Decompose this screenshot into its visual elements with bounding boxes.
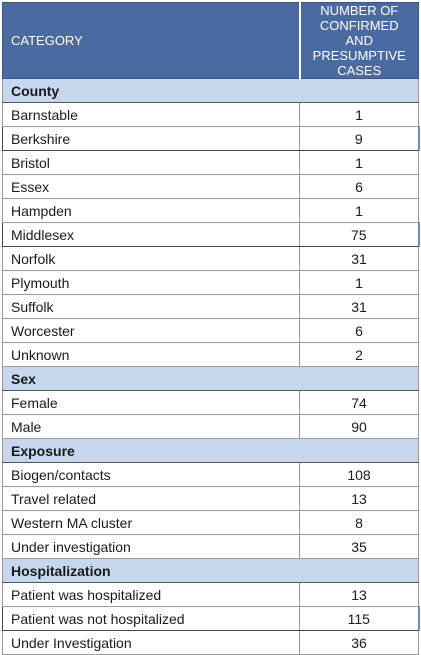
section-hospitalization: Hospitalization <box>2 558 419 583</box>
row-label: Suffolk <box>2 294 300 319</box>
section-title: Sex <box>2 366 419 391</box>
row-value: 1 <box>299 102 419 127</box>
row-label: Bristol <box>2 150 300 175</box>
table-row: Under Investigation 36 <box>2 630 419 655</box>
table-row: Hampden 1 <box>2 198 419 223</box>
row-label: Unknown <box>2 342 300 367</box>
row-value: 1 <box>299 270 419 295</box>
table-row: Berkshire 9 <box>2 126 420 151</box>
table-row: Worcester 6 <box>2 318 419 343</box>
table-row: Patient was hospitalized 13 <box>2 582 419 607</box>
section-title: Hospitalization <box>2 558 419 583</box>
table-row: Bristol 1 <box>2 150 419 175</box>
row-label: Berkshire <box>2 126 300 151</box>
table-row: Norfolk 31 <box>2 246 419 271</box>
row-value: 2 <box>299 342 419 367</box>
section-sex: Sex <box>2 366 419 391</box>
table-row: Barnstable 1 <box>2 102 419 127</box>
table-row: Under investigation 35 <box>2 534 419 559</box>
section-title: Exposure <box>2 438 419 463</box>
row-value: 31 <box>299 246 419 271</box>
table-row: Middlesex 75 <box>2 222 420 247</box>
row-label: Travel related <box>2 486 300 511</box>
row-value: 74 <box>299 390 419 415</box>
table-row: Male 90 <box>2 414 419 439</box>
row-label: Barnstable <box>2 102 300 127</box>
row-value: 115 <box>299 606 420 631</box>
row-label: Essex <box>2 174 300 199</box>
table-row: Western MA cluster 8 <box>2 510 419 535</box>
row-label: Western MA cluster <box>2 510 300 535</box>
row-value: 108 <box>299 462 419 487</box>
table-row: Unknown 2 <box>2 342 419 367</box>
row-value: 1 <box>299 198 419 223</box>
header-cases: NUMBER OF CONFIRMED AND PRESUMPTIVE CASE… <box>298 2 419 79</box>
table-row: Travel related 13 <box>2 486 419 511</box>
row-label: Patient was hospitalized <box>2 582 300 607</box>
row-label: Worcester <box>2 318 300 343</box>
row-label: Female <box>2 390 300 415</box>
table-header-row: CATEGORY NUMBER OF CONFIRMED AND PRESUMP… <box>2 2 419 79</box>
row-value: 6 <box>299 318 419 343</box>
table-row: Female 74 <box>2 390 419 415</box>
row-value: 75 <box>299 222 420 247</box>
row-value: 1 <box>299 150 419 175</box>
table-row: Plymouth 1 <box>2 270 419 295</box>
row-value: 13 <box>299 486 419 511</box>
row-value: 9 <box>299 126 420 151</box>
row-label: Plymouth <box>2 270 300 295</box>
row-label: Middlesex <box>2 222 300 247</box>
table-row: Patient was not hospitalized 115 <box>2 606 420 631</box>
header-cases-line1: NUMBER OF CONFIRMED <box>319 3 399 33</box>
section-county: County <box>2 78 419 103</box>
row-label: Norfolk <box>2 246 300 271</box>
row-label: Under investigation <box>2 534 300 559</box>
header-cases-line2: AND PRESUMPTIVE CASES <box>312 33 406 78</box>
header-category: CATEGORY <box>2 2 300 79</box>
section-title: County <box>2 78 419 103</box>
table-row: Suffolk 31 <box>2 294 419 319</box>
row-value: 90 <box>299 414 419 439</box>
row-value: 13 <box>299 582 419 607</box>
row-value: 8 <box>299 510 419 535</box>
row-label: Hampden <box>2 198 300 223</box>
row-label: Under Investigation <box>2 630 300 655</box>
section-exposure: Exposure <box>2 438 419 463</box>
row-label: Male <box>2 414 300 439</box>
row-value: 31 <box>299 294 419 319</box>
row-label: Patient was not hospitalized <box>2 606 300 631</box>
row-value: 6 <box>299 174 419 199</box>
row-label: Biogen/contacts <box>2 462 300 487</box>
table-row: Biogen/contacts 108 <box>2 462 419 487</box>
row-value: 36 <box>299 630 419 655</box>
row-value: 35 <box>299 534 419 559</box>
table-row: Essex 6 <box>2 174 419 199</box>
